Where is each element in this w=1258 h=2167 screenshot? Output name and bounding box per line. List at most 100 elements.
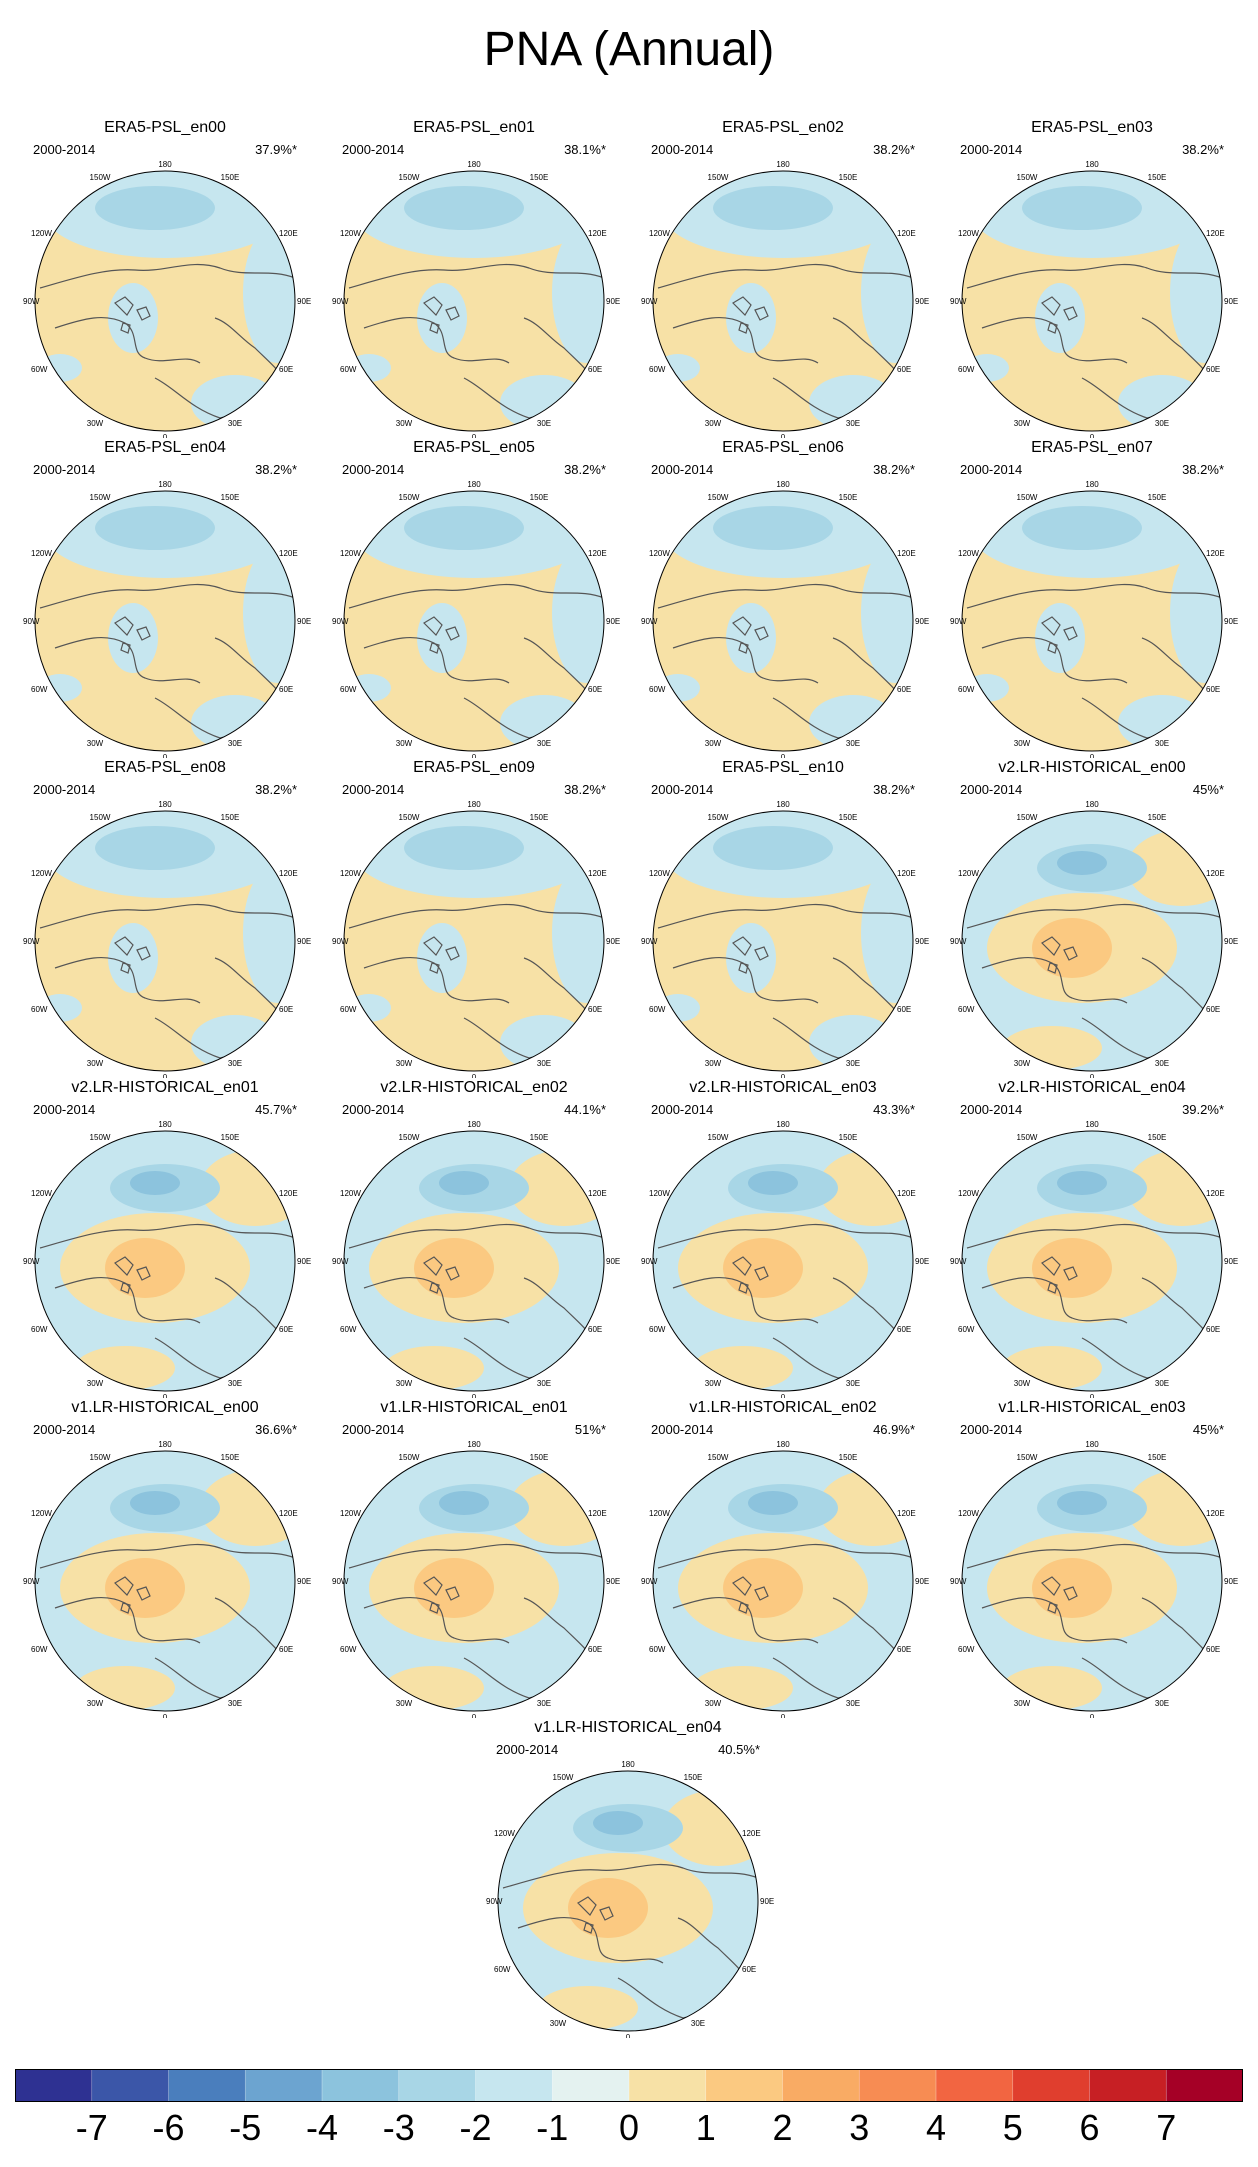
coastlines <box>39 903 295 1059</box>
lon-label-90w: 90W <box>950 297 967 306</box>
lon-label-150e: 150E <box>530 1133 549 1142</box>
panel-period: 2000-2014 <box>651 1422 714 1437</box>
lon-label-120w: 120W <box>649 869 670 878</box>
lon-label-180: 180 <box>467 160 481 169</box>
polar-map: 180 150W 150E 120W 120E 90W 90E 60W 60E 30W 30E 0 <box>332 480 620 758</box>
lon-label-60w: 60W <box>31 685 48 694</box>
lon-label-150w: 150W <box>399 173 420 182</box>
lon-label-90e: 90E <box>1224 1577 1238 1586</box>
lon-label-30w: 30W <box>396 739 413 748</box>
lon-label-60e: 60E <box>279 1645 293 1654</box>
lon-label-0: 0 <box>472 433 477 438</box>
lon-label-0: 0 <box>472 1073 477 1078</box>
lon-label-30e: 30E <box>537 1059 551 1068</box>
lon-label-150w: 150W <box>90 813 111 822</box>
lon-label-60w: 60W <box>31 1325 48 1334</box>
lon-label-150e: 150E <box>839 813 858 822</box>
map-boundary <box>961 490 1223 752</box>
lon-label-180: 180 <box>467 480 481 489</box>
lon-label-90w: 90W <box>23 1577 40 1586</box>
panel-percent: 38.2%* <box>1182 462 1224 477</box>
colorbar-segment <box>1012 2069 1090 2102</box>
lon-label-150e: 150E <box>1148 1133 1167 1142</box>
lon-label-60w: 60W <box>31 1005 48 1014</box>
map-panel: 180 150W 150E 120W 120E 90W 90E 60W 60E 30W 30E 0 ER… <box>15 118 315 438</box>
map-panel: 180 150W 150E 120W 120E 90W 90E 60W 60E 30W 30E 0 ER… <box>15 438 315 758</box>
lon-label-30e: 30E <box>537 1379 551 1388</box>
colorbar-segment <box>15 2069 93 2102</box>
pressure-anomaly-field <box>962 491 1222 751</box>
lon-label-30w: 30W <box>550 2019 567 2028</box>
lon-label-150w: 150W <box>90 1133 111 1142</box>
map-panel: 180 150W 150E 120W 120E 90W 90E 60W 60E 30W 30E 0 v2… <box>633 1078 933 1398</box>
panel-period: 2000-2014 <box>33 142 96 157</box>
pressure-anomaly-field <box>344 491 604 751</box>
lon-label-60e: 60E <box>588 1005 602 1014</box>
lon-label-120w: 120W <box>340 869 361 878</box>
colorbar-tick-label: -2 <box>459 2107 492 2148</box>
map-boundary <box>961 1130 1223 1392</box>
colorbar-tick-label: 1 <box>695 2107 716 2148</box>
polar-map: 180 150W 150E 120W 120E 90W 90E 60W 60E 30W 30E 0 <box>950 480 1238 758</box>
panel-title: v2.LR-HISTORICAL_en03 <box>689 1079 877 1096</box>
lon-label-150e: 150E <box>684 1773 703 1782</box>
panel-period: 2000-2014 <box>651 142 714 157</box>
lon-label-90w: 90W <box>23 297 40 306</box>
lon-label-30w: 30W <box>396 1379 413 1388</box>
lon-label-60e: 60E <box>588 685 602 694</box>
lon-label-90e: 90E <box>915 617 929 626</box>
panel-title: v2.LR-HISTORICAL_en04 <box>998 1079 1186 1096</box>
polar-map: 180 150W 150E 120W 120E 90W 90E 60W 60E 30W 30E 0 <box>950 1120 1238 1398</box>
lon-label-180: 180 <box>1085 160 1099 169</box>
lon-label-150e: 150E <box>530 493 549 502</box>
panel-title: v2.LR-HISTORICAL_en02 <box>380 1079 568 1096</box>
lon-label-120w: 120W <box>958 1509 979 1518</box>
map-panel: 180 150W 150E 120W 120E 90W 90E 60W 60E 30W 30E 0 ER… <box>633 118 933 438</box>
lon-label-30e: 30E <box>1155 1379 1169 1388</box>
polar-map: 180 150W 150E 120W 120E 90W 90E 60W 60E 30W 30E 0 <box>23 800 311 1078</box>
lon-label-0: 0 <box>163 753 168 758</box>
lon-label-180: 180 <box>467 1120 481 1129</box>
pressure-anomaly-field <box>653 1131 913 1391</box>
panel-period: 2000-2014 <box>960 142 1023 157</box>
colorbar-segment <box>1166 2069 1244 2102</box>
lon-label-60e: 60E <box>588 1325 602 1334</box>
lon-label-120w: 120W <box>494 1829 515 1838</box>
panel-percent: 36.6%* <box>255 1422 297 1437</box>
lon-label-30e: 30E <box>846 1699 860 1708</box>
polar-map: 180 150W 150E 120W 120E 90W 90E 60W 60E 30W 30E 0 <box>641 480 929 758</box>
colorbar-segment <box>629 2069 707 2102</box>
lon-label-150e: 150E <box>221 1133 240 1142</box>
lon-label-30e: 30E <box>537 1699 551 1708</box>
lon-label-150w: 150W <box>90 1453 111 1462</box>
map-boundary <box>34 1450 296 1712</box>
panel-percent: 45.7%* <box>255 1102 297 1117</box>
map-panel: 180 150W 150E 120W 120E 90W 90E 60W 60E 30W 30E 0 v2… <box>324 1078 624 1398</box>
lon-label-30e: 30E <box>537 419 551 428</box>
lon-label-30e: 30E <box>228 1059 242 1068</box>
lon-label-90e: 90E <box>606 937 620 946</box>
lon-label-30w: 30W <box>705 1699 722 1708</box>
lon-label-120w: 120W <box>340 1509 361 1518</box>
lon-label-150e: 150E <box>1148 813 1167 822</box>
panel-percent: 38.2%* <box>564 462 606 477</box>
polar-map: 180 150W 150E 120W 120E 90W 90E 60W 60E 30W 30E 0 <box>332 800 620 1078</box>
lon-label-150w: 150W <box>708 813 729 822</box>
lon-label-90w: 90W <box>23 617 40 626</box>
map-panel: 180 150W 150E 120W 120E 90W 90E 60W 60E 30W 30E 0 v1… <box>324 1398 624 1718</box>
lon-label-60e: 60E <box>588 365 602 374</box>
lon-label-0: 0 <box>1090 1393 1095 1398</box>
lon-label-60w: 60W <box>494 1965 511 1974</box>
polar-map: 180 150W 150E 120W 120E 90W 90E 60W 60E 30W 30E 0 <box>332 160 620 438</box>
lon-label-60w: 60W <box>340 1005 357 1014</box>
map-boundary <box>343 1450 605 1712</box>
lon-label-120w: 120W <box>31 1509 52 1518</box>
lon-label-90w: 90W <box>23 937 40 946</box>
map-boundary <box>34 170 296 432</box>
lon-label-150w: 150W <box>1017 1133 1038 1142</box>
panel-period: 2000-2014 <box>342 142 405 157</box>
panel-title: v1.LR-HISTORICAL_en02 <box>689 1399 877 1416</box>
lon-label-60e: 60E <box>279 1005 293 1014</box>
pressure-anomaly-field <box>344 1451 604 1711</box>
panel-percent: 51%* <box>574 1422 606 1437</box>
